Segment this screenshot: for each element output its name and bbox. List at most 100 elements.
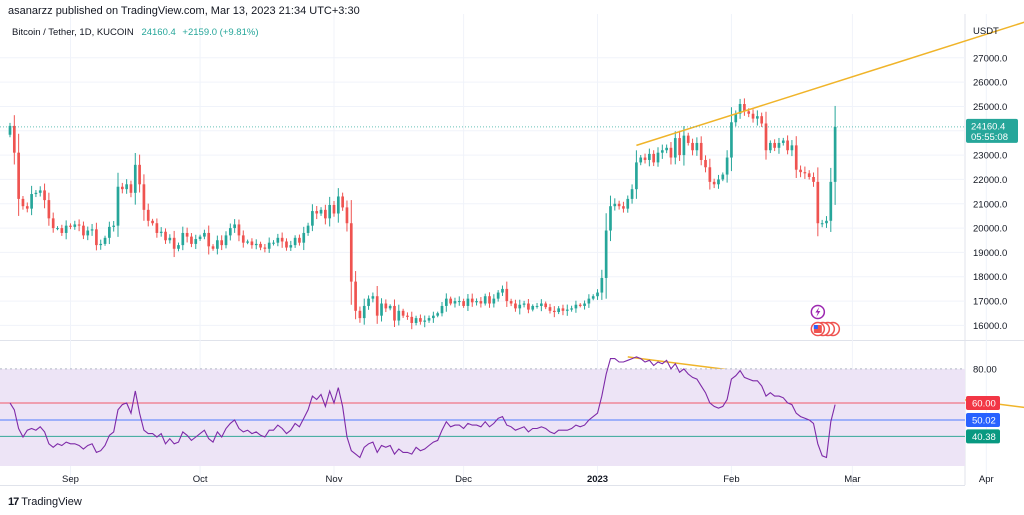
candle bbox=[708, 167, 712, 182]
y-tick-label: 20000.0 bbox=[973, 224, 1007, 235]
y-tick-label: 21000.0 bbox=[973, 199, 1007, 210]
x-tick-label: Oct bbox=[193, 474, 208, 485]
candle bbox=[371, 296, 375, 299]
last-price: 24160.4 bbox=[141, 27, 176, 38]
x-tick-label: Mar bbox=[844, 474, 860, 485]
candle bbox=[120, 186, 124, 190]
candle bbox=[181, 232, 185, 246]
candle bbox=[695, 142, 699, 151]
candle bbox=[475, 301, 478, 303]
y-tick-label: 17000.0 bbox=[973, 297, 1007, 308]
candle bbox=[133, 164, 137, 193]
candle bbox=[8, 125, 12, 135]
tradingview-brand[interactable]: 17 TradingView bbox=[8, 496, 82, 508]
price-axis: 27000.026000.025000.024000.023000.022000… bbox=[966, 26, 1018, 444]
candle bbox=[354, 281, 357, 311]
candle bbox=[233, 224, 236, 229]
candle bbox=[699, 142, 703, 160]
candle bbox=[470, 298, 474, 303]
published-info: asanarzz published on TradingView.com, M… bbox=[8, 5, 360, 17]
candle bbox=[384, 303, 388, 309]
candle bbox=[328, 204, 332, 219]
candle bbox=[43, 190, 46, 201]
candle bbox=[341, 196, 344, 208]
rsi-upper-label: 80.00 bbox=[973, 364, 997, 375]
candle bbox=[760, 116, 764, 124]
candle bbox=[768, 142, 772, 151]
candle bbox=[643, 157, 647, 160]
x-tick-label: Apr bbox=[979, 474, 994, 485]
candle bbox=[678, 138, 681, 156]
candle bbox=[488, 296, 491, 304]
candle bbox=[773, 142, 776, 148]
candle bbox=[241, 235, 245, 243]
candle bbox=[561, 308, 565, 311]
price-pane bbox=[0, 21, 1024, 337]
rsi-level-tag bbox=[966, 412, 1000, 427]
candle bbox=[479, 301, 483, 304]
y-tick-label: 19000.0 bbox=[973, 248, 1007, 259]
candle bbox=[99, 243, 103, 246]
candle bbox=[254, 243, 258, 246]
candle bbox=[146, 209, 150, 221]
candle bbox=[535, 305, 539, 307]
candle bbox=[820, 223, 824, 225]
y-tick-label: 25000.0 bbox=[973, 102, 1007, 113]
x-tick-label: Feb bbox=[723, 474, 739, 485]
candle bbox=[168, 237, 172, 241]
candle bbox=[686, 135, 690, 143]
candle bbox=[665, 147, 668, 151]
candle bbox=[108, 226, 111, 238]
candle bbox=[38, 190, 42, 193]
candle bbox=[177, 245, 180, 249]
candle bbox=[12, 125, 16, 153]
candle bbox=[298, 237, 301, 243]
candle bbox=[514, 303, 517, 309]
candle bbox=[432, 315, 435, 319]
candle bbox=[704, 159, 707, 168]
rsi-level-tag bbox=[966, 395, 1000, 410]
candle bbox=[617, 203, 621, 207]
x-tick-label: Nov bbox=[326, 474, 343, 485]
candle bbox=[211, 246, 215, 249]
candle bbox=[263, 247, 267, 249]
candle bbox=[829, 181, 833, 221]
candle bbox=[712, 181, 716, 185]
candle bbox=[717, 179, 720, 185]
candle bbox=[799, 169, 802, 173]
candle bbox=[648, 153, 651, 160]
candle bbox=[574, 304, 578, 309]
candle bbox=[25, 206, 29, 209]
candle bbox=[125, 184, 128, 190]
candle bbox=[142, 184, 146, 210]
candle bbox=[457, 301, 461, 303]
candle bbox=[462, 301, 465, 306]
candle bbox=[565, 309, 569, 311]
candle bbox=[397, 310, 401, 321]
candle bbox=[228, 228, 232, 236]
candle bbox=[56, 228, 59, 230]
candle bbox=[756, 116, 759, 119]
candle bbox=[216, 240, 219, 249]
candle bbox=[673, 138, 677, 158]
y-tick-label: 26000.0 bbox=[973, 78, 1007, 89]
candle bbox=[21, 198, 25, 207]
candle-countdown: 05:55:08 bbox=[971, 132, 1008, 143]
candle bbox=[730, 122, 733, 158]
rsi-line bbox=[9, 356, 836, 459]
candle bbox=[444, 298, 448, 306]
candle bbox=[466, 298, 470, 306]
candle bbox=[544, 303, 548, 308]
candle bbox=[203, 232, 206, 237]
candle bbox=[578, 304, 582, 306]
x-tick-label: Dec bbox=[455, 474, 472, 485]
candle bbox=[587, 298, 591, 304]
candle bbox=[660, 150, 664, 153]
candle bbox=[30, 194, 33, 209]
candle bbox=[751, 113, 755, 119]
candle bbox=[527, 303, 530, 310]
candle bbox=[522, 303, 526, 305]
candle bbox=[319, 209, 323, 214]
candle bbox=[604, 230, 608, 278]
